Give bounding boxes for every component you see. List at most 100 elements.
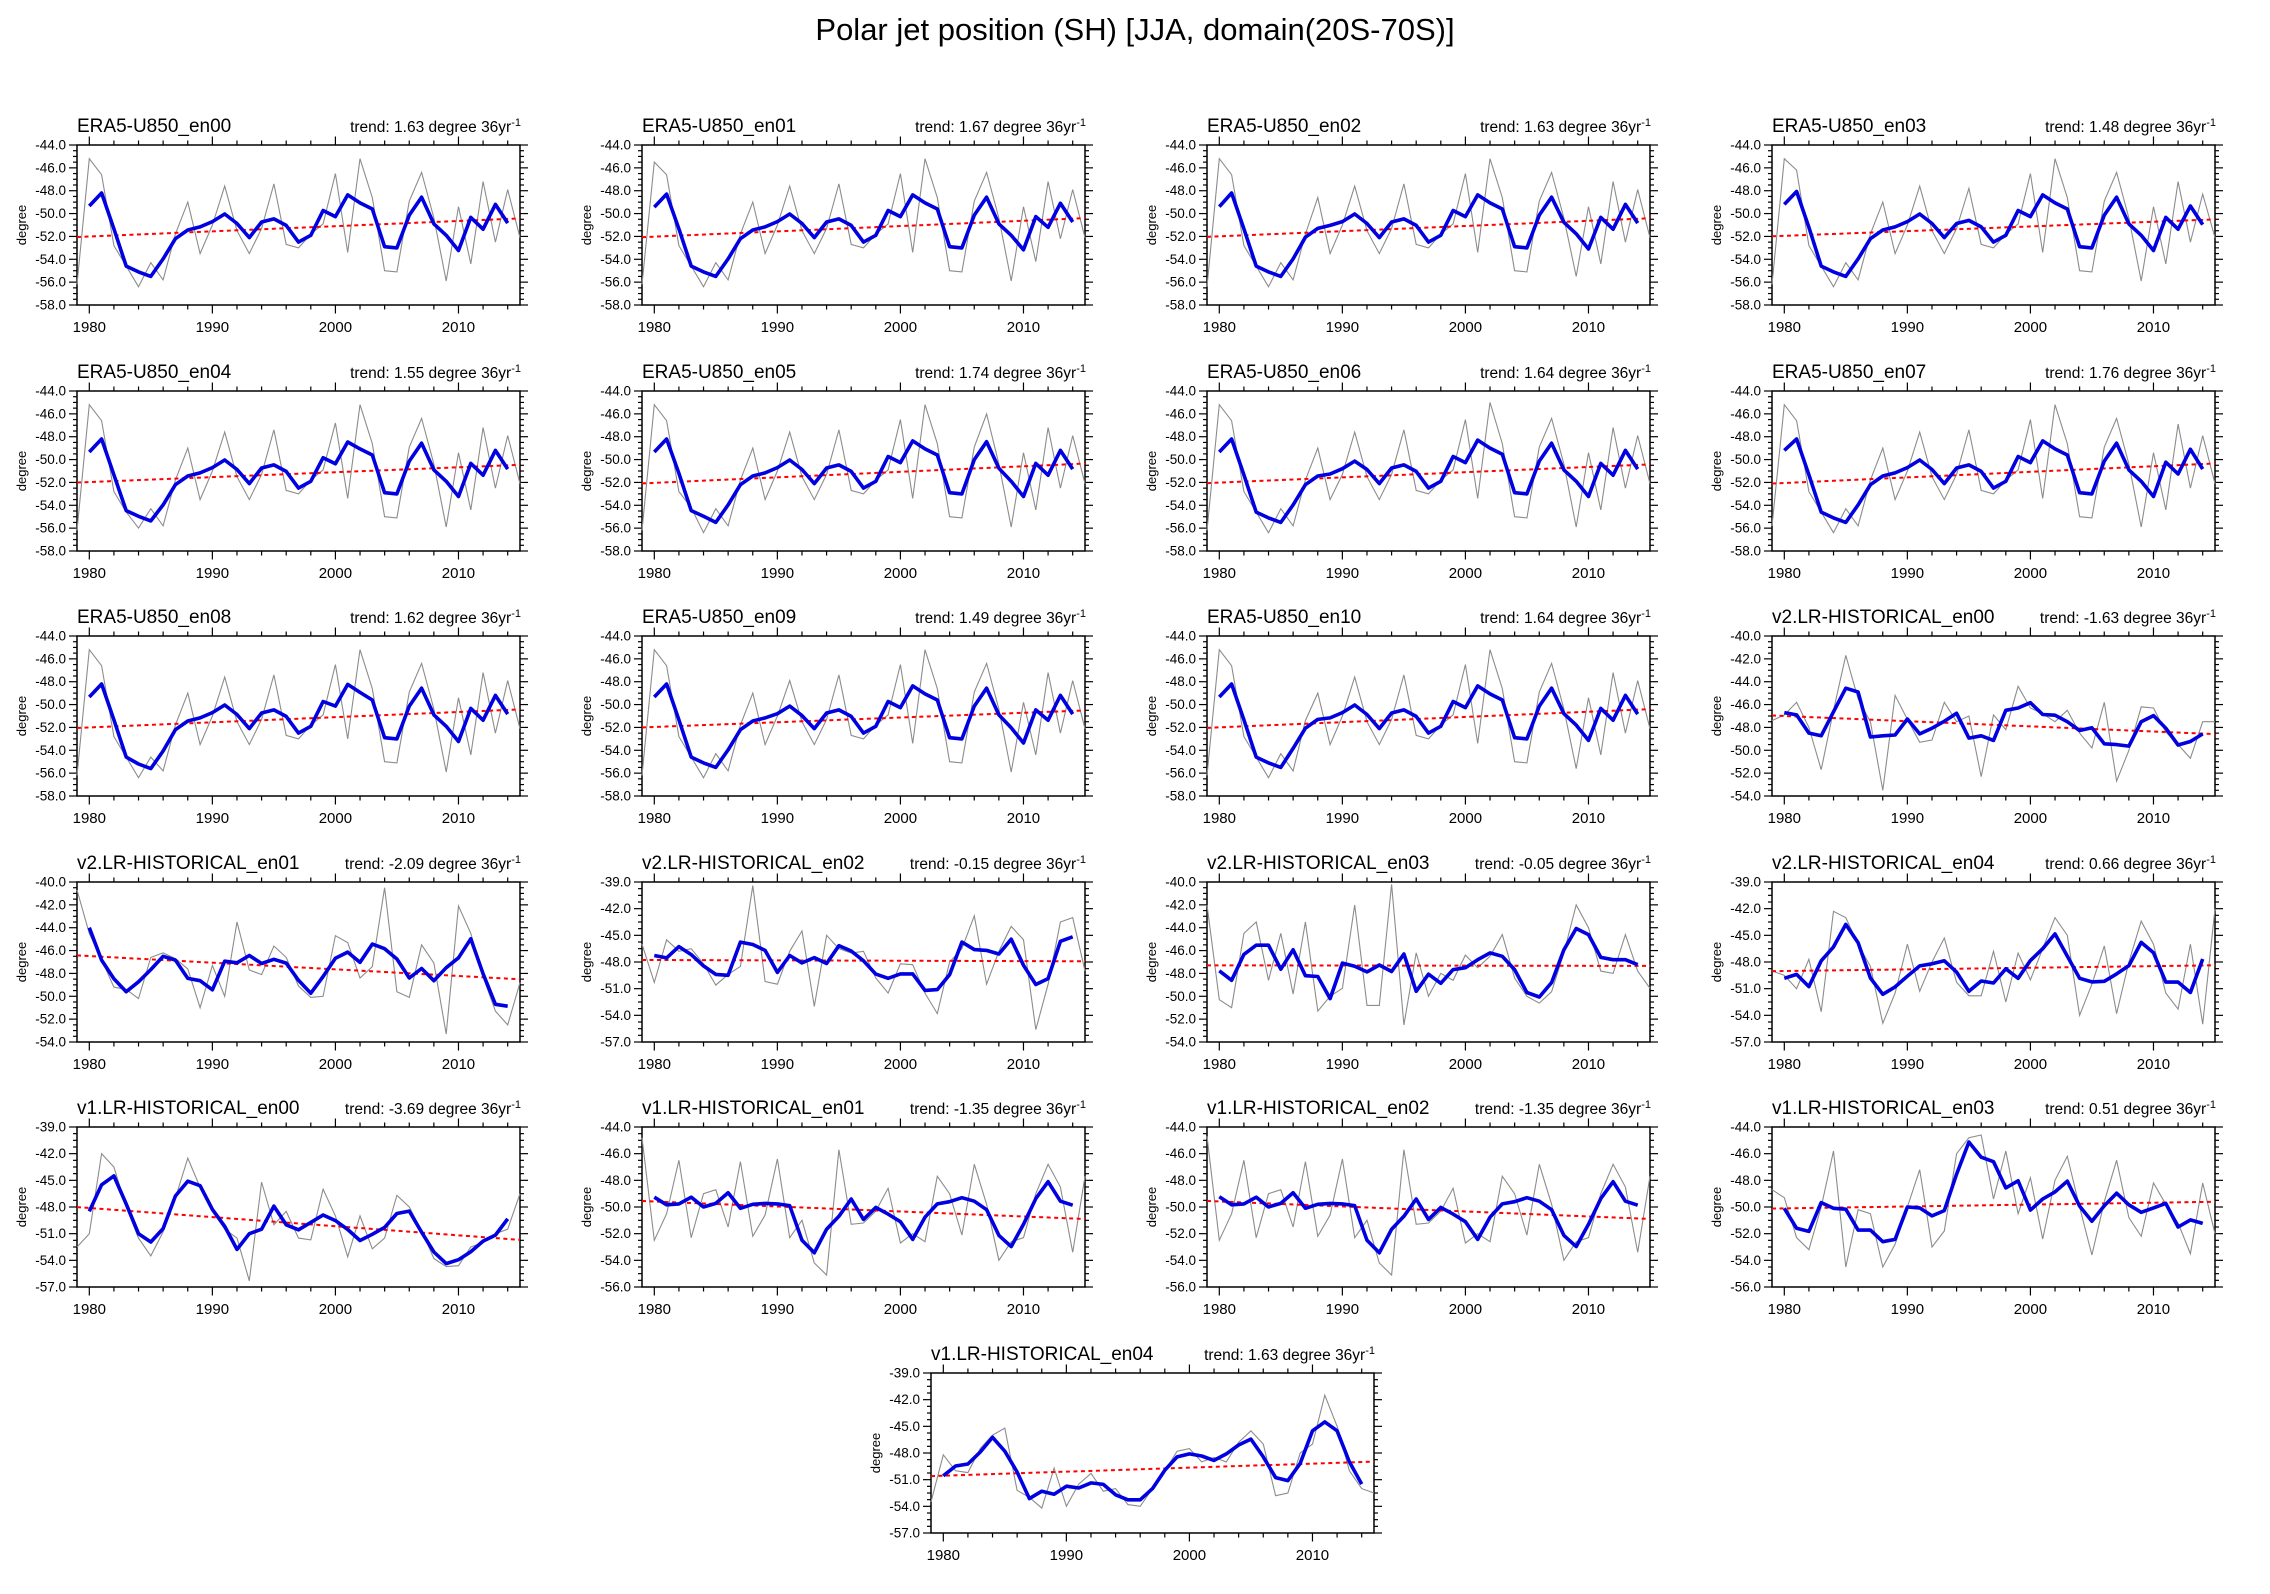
x-tick-label: 2010	[1572, 1056, 1605, 1073]
y-tick-label: -52.0	[1165, 474, 1196, 489]
plot-frame	[641, 635, 1086, 797]
plot-frame	[641, 880, 1086, 1043]
y-tick-label: -51.0	[889, 1472, 920, 1487]
y-tick-label: -50.0	[600, 206, 631, 221]
x-tick-label: 2000	[884, 1301, 917, 1318]
y-tick-label: -54.0	[35, 252, 66, 267]
panel-plot: ERA5-U850_en02 trend: 1.63 degree 36yr-1 -…	[1144, 116, 1658, 336]
axes	[634, 627, 1093, 805]
y-axis-label: degree	[1709, 941, 1724, 981]
panel-title: v1.LR-HISTORICAL_en01	[642, 1098, 864, 1119]
x-tick-label: 1990	[1326, 1301, 1359, 1318]
axes	[69, 873, 528, 1050]
y-tick-label: -48.0	[1165, 183, 1196, 198]
panel-trend-label: trend: 1.49 degree 36yr-1	[915, 608, 1086, 627]
smoothed-series-line	[87, 436, 510, 523]
chart-panel: v2.LR-HISTORICAL_en03 trend: -0.05 degree…	[1140, 839, 1705, 1089]
y-tick-label: -46.0	[35, 651, 66, 666]
y-tick-label: -50.0	[600, 697, 631, 712]
y-tick-label: -58.0	[35, 543, 66, 558]
plot-frame	[1206, 1126, 1651, 1288]
trend-line	[1206, 708, 1651, 729]
y-tick-label: -44.0	[1730, 1120, 1761, 1135]
y-tick-label: -48.0	[889, 1445, 920, 1460]
y-tick-label: -54.0	[600, 1253, 631, 1268]
smoothed-series-line	[1782, 189, 2205, 279]
x-tick-label: 2010	[1572, 1301, 1605, 1318]
smoothed-series-line	[653, 934, 1074, 992]
y-tick-label: -51.0	[1730, 981, 1761, 996]
x-tick-label: 1980	[1203, 565, 1236, 582]
x-tick-label: 1980	[1768, 1056, 1801, 1073]
y-tick-label: -48.0	[600, 954, 631, 969]
y-axis-label: degree	[14, 941, 29, 981]
x-tick-label: 1980	[73, 319, 106, 336]
x-tick-label: 1990	[196, 565, 229, 582]
trend-line	[76, 463, 521, 484]
y-tick-label: -45.0	[35, 1173, 66, 1188]
y-tick-label: -39.0	[35, 1120, 66, 1135]
smoothed-series-line	[87, 682, 510, 771]
y-tick-label: -48.0	[600, 183, 631, 198]
axes	[1199, 627, 1658, 805]
y-tick-label: -50.0	[600, 1200, 631, 1215]
panel-plot: ERA5-U850_en09 trend: 1.49 degree 36yr-1 -…	[579, 607, 1093, 827]
y-tick-label: -54.0	[1730, 1007, 1761, 1022]
annual-series-line	[76, 402, 521, 530]
panel-title: ERA5-U850_en01	[642, 116, 796, 137]
plot-frame	[1771, 880, 2216, 1043]
chart-panel: ERA5-U850_en01 trend: 1.67 degree 36yr-1 -…	[575, 102, 1140, 352]
y-tick-label: -46.0	[1165, 651, 1196, 666]
chart-panel: v1.LR-HISTORICAL_en00 trend: -3.69 degree…	[10, 1084, 575, 1334]
y-tick-label: -58.0	[1165, 298, 1196, 313]
panel-plot: v2.LR-HISTORICAL_en02 trend: -0.15 degree…	[579, 853, 1093, 1073]
x-tick-label: 1990	[761, 1301, 794, 1318]
x-tick-label: 1990	[1891, 319, 1924, 336]
y-tick-label: -39.0	[600, 874, 631, 889]
panel-plot: v2.LR-HISTORICAL_en01 trend: -2.09 degree…	[14, 853, 528, 1073]
y-tick-label: -50.0	[35, 697, 66, 712]
y-tick-label: -54.0	[35, 743, 66, 758]
annual-series-line	[641, 1137, 1086, 1277]
y-tick-label: -45.0	[600, 927, 631, 942]
axes	[69, 136, 528, 314]
annual-series-line	[76, 157, 521, 288]
x-tick-label: 2000	[884, 319, 917, 336]
y-tick-label: -44.0	[1165, 138, 1196, 153]
panel-plot: ERA5-U850_en10 trend: 1.64 degree 36yr-1 -…	[1144, 607, 1658, 827]
x-tick-label: 1990	[196, 1056, 229, 1073]
plot-frame	[929, 1371, 1375, 1534]
y-tick-label: -39.0	[889, 1365, 920, 1380]
y-tick-label: -45.0	[889, 1418, 920, 1433]
x-tick-label: 1990	[1326, 1056, 1359, 1073]
y-tick-label: -58.0	[1730, 298, 1761, 313]
y-tick-label: -46.0	[1730, 697, 1761, 712]
x-tick-label: 1990	[1891, 565, 1924, 582]
y-tick-label: -46.0	[1165, 406, 1196, 421]
panel-plot: ERA5-U850_en08 trend: 1.62 degree 36yr-1 -…	[14, 607, 528, 827]
y-tick-label: -52.0	[1165, 229, 1196, 244]
chart-panel: v2.LR-HISTORICAL_en01 trend: -2.09 degree…	[10, 839, 575, 1089]
y-tick-label: -54.0	[1165, 497, 1196, 512]
y-tick-label: -56.0	[1165, 520, 1196, 535]
y-axis-label: degree	[579, 450, 594, 490]
smoothed-series-line	[652, 192, 1075, 279]
x-tick-label: 1980	[1768, 810, 1801, 827]
panel-title: ERA5-U850_en06	[1207, 362, 1361, 383]
trend-line	[76, 708, 521, 729]
x-tick-label: 2000	[319, 319, 352, 336]
smoothed-series-line	[87, 926, 508, 1008]
y-tick-label: -54.0	[600, 497, 631, 512]
trend-line	[641, 709, 1086, 729]
plot-frame	[1771, 1126, 2216, 1288]
chart-panel: v2.LR-HISTORICAL_en04 trend: 0.66 degree …	[1705, 839, 2270, 1089]
x-tick-label: 2010	[1572, 810, 1605, 827]
annual-series-line	[1206, 883, 1651, 1025]
y-tick-label: -50.0	[1165, 452, 1196, 467]
smoothed-series-line	[652, 682, 1075, 770]
trend-line	[1206, 462, 1651, 484]
y-tick-label: -54.0	[1730, 252, 1761, 267]
panel-trend-label: trend: -1.35 degree 36yr-1	[1475, 1099, 1651, 1118]
y-tick-label: -46.0	[35, 406, 66, 421]
y-tick-label: -50.0	[1165, 988, 1196, 1003]
